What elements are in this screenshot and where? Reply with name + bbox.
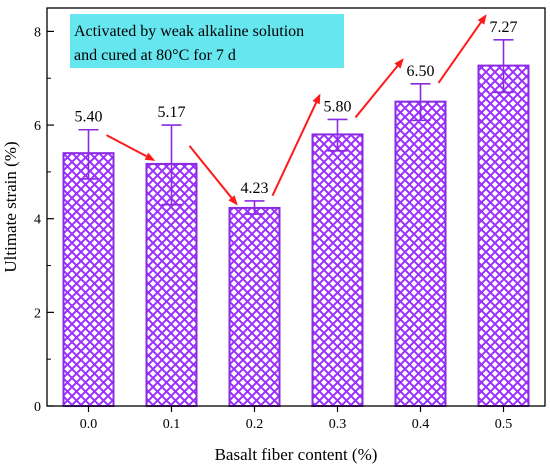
trend-arrow-3 (354, 58, 404, 119)
error-bar-0.1 (161, 124, 182, 206)
trend-arrows-layer (106, 14, 487, 206)
trend-arrow-2 (271, 93, 321, 197)
bar-0.3 (311, 133, 364, 407)
x-axis-title: Basalt fiber content (%) (215, 445, 378, 464)
x-tick-label-0.5: 0.5 (495, 417, 513, 432)
data-label-0.0: 5.40 (75, 109, 103, 126)
bar-0.5 (477, 64, 530, 408)
data-label-0.1: 5.17 (158, 104, 186, 121)
error-bar-0.3 (327, 118, 348, 152)
bar-0.0 (62, 152, 115, 407)
x-tick-label-0.3: 0.3 (329, 417, 347, 432)
x-tick-label-0.1: 0.1 (163, 417, 181, 432)
data-label-0.2: 4.23 (241, 180, 269, 197)
error-bar-0.4 (410, 83, 431, 122)
error-bar-0.0 (78, 128, 99, 180)
y-tick-label: 8 (34, 25, 41, 40)
annotation-line-2: and cured at 80°C for 7 d (74, 47, 236, 64)
y-axis-title: Ultimate strain (%) (1, 141, 20, 272)
error-bar-0.2 (244, 200, 265, 215)
data-label-0.3: 5.80 (324, 98, 352, 115)
annotation-box: Activated by weak alkaline solution and … (70, 14, 344, 68)
y-tick-label: 6 (34, 119, 41, 134)
error-bar-0.5 (493, 39, 514, 94)
y-tick-label: 2 (34, 306, 41, 321)
trend-arrow-1 (188, 145, 238, 206)
bars-layer (62, 64, 530, 408)
x-tick-label-0.0: 0.0 (80, 417, 98, 432)
bar-0.4 (394, 100, 447, 407)
x-axis-ticks: 0.0 0.1 0.2 0.3 0.4 0.5 (80, 406, 513, 432)
plot-area-frame (46, 7, 546, 407)
annotation-line-1: Activated by weak alkaline solution (74, 23, 304, 40)
trend-arrow-0 (106, 134, 156, 161)
y-tick-label: 4 (34, 213, 41, 228)
error-bars-layer (78, 39, 514, 215)
y-axis-ticks: 0 2 4 6 8 (34, 25, 54, 415)
data-labels-layer: 5.40 5.17 4.23 5.80 6.50 7.27 (75, 19, 518, 197)
data-label-0.4: 6.50 (407, 63, 435, 80)
bar-0.2 (228, 206, 281, 407)
y-tick-label: 0 (34, 400, 41, 415)
x-tick-label-0.2: 0.2 (246, 417, 264, 432)
x-tick-label-0.4: 0.4 (412, 417, 430, 432)
trend-arrow-4 (437, 14, 487, 84)
data-label-0.5: 7.27 (490, 19, 518, 36)
annotation-background (70, 14, 344, 68)
